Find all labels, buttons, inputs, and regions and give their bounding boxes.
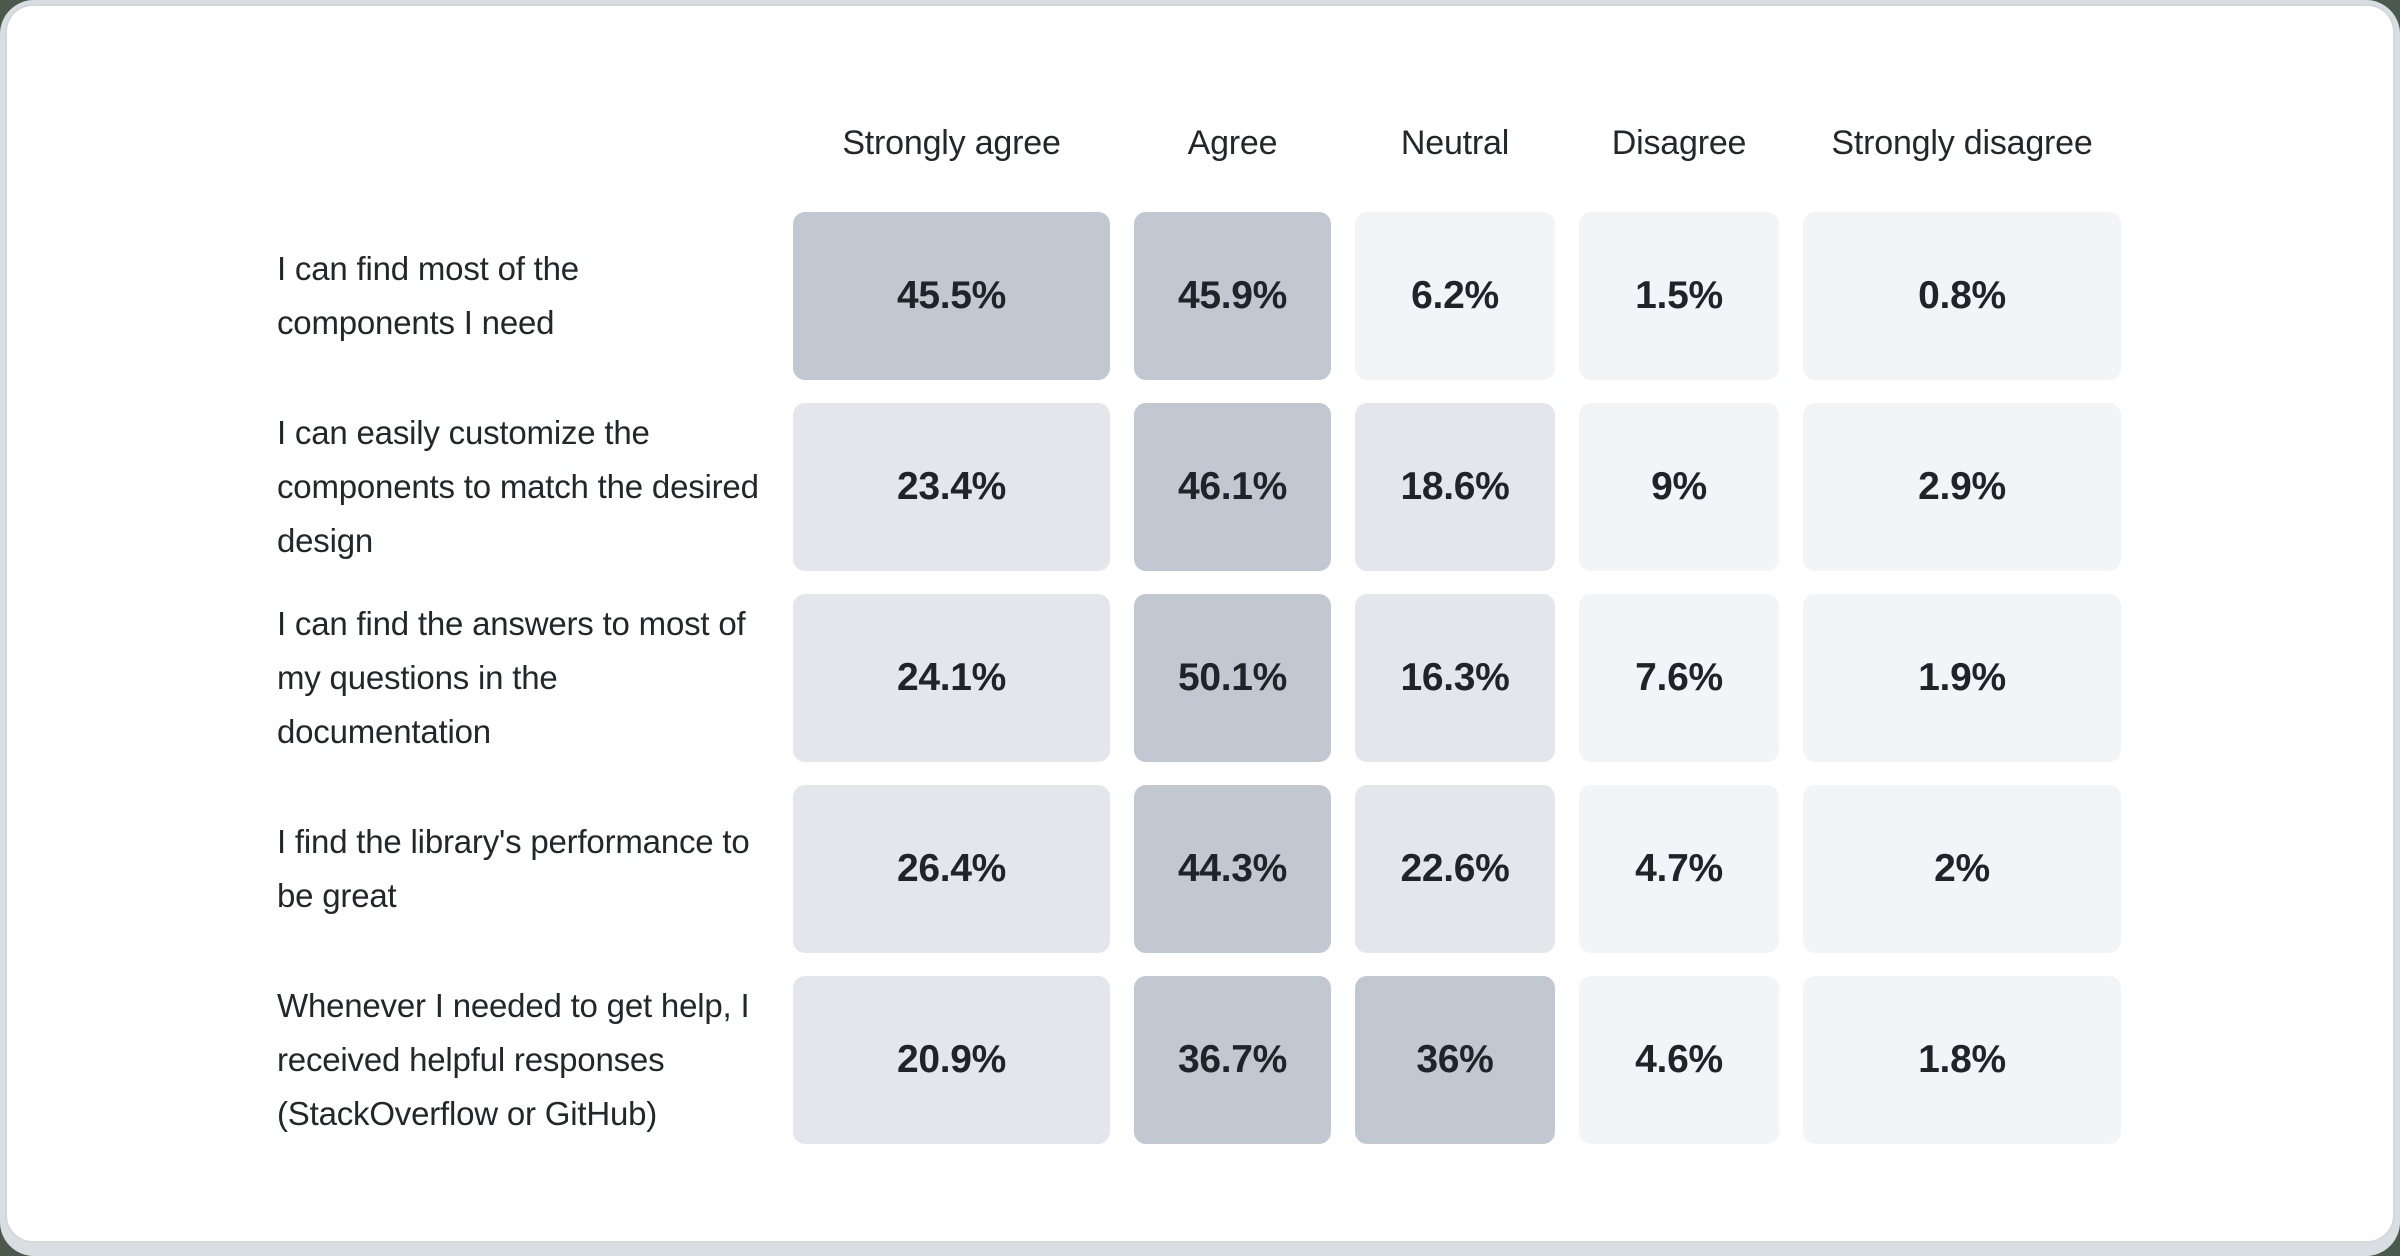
heatmap-cell: 36%: [1355, 976, 1555, 1144]
heatmap-cell: 0.8%: [1803, 212, 2121, 380]
heatmap-cell: 22.6%: [1355, 785, 1555, 953]
heatmap-cell: 16.3%: [1355, 594, 1555, 762]
row-label: I find the library's performance to be g…: [277, 823, 750, 914]
heatmap-cell: 4.6%: [1579, 976, 1779, 1144]
heatmap-cell: 9%: [1579, 403, 1779, 571]
row-label: I can easily customize the components to…: [277, 414, 759, 559]
heatmap-cell: 24.1%: [793, 594, 1110, 762]
heatmap-cell: 20.9%: [793, 976, 1110, 1144]
heatmap-cell: 18.6%: [1355, 403, 1555, 571]
heatmap-cell: 4.7%: [1579, 785, 1779, 953]
row-label: I can find the answers to most of my que…: [277, 605, 746, 750]
heatmap-cell: 1.8%: [1803, 976, 2121, 1144]
heatmap-cell: 45.5%: [793, 212, 1110, 380]
heatmap-cell: 1.9%: [1803, 594, 2121, 762]
heatmap-cell: 1.5%: [1579, 212, 1779, 380]
heatmap-cell: 46.1%: [1134, 403, 1331, 571]
heatmap-cell: 6.2%: [1355, 212, 1555, 380]
heatmap-cell: 26.4%: [793, 785, 1110, 953]
heatmap-cell: 2%: [1803, 785, 2121, 953]
heatmap-cell: 44.3%: [1134, 785, 1331, 953]
survey-card: Strongly agree Agree Neutral Disagree Strong…: [5, 4, 2395, 1243]
heatmap-cell: 2.9%: [1803, 403, 2121, 571]
row-label: I can find most of the components I need: [277, 250, 579, 341]
column-header: Disagree: [1611, 124, 1747, 162]
column-header: Strongly disagree: [1831, 124, 2093, 162]
heatmap-cell: 7.6%: [1579, 594, 1779, 762]
column-header: Strongly agree: [842, 124, 1061, 162]
row-label: Whenever I needed to get help, I receive…: [277, 987, 750, 1132]
heatmap-cell: 23.4%: [793, 403, 1110, 571]
column-header: Neutral: [1400, 124, 1510, 162]
heatmap-corner-spacer: [277, 98, 769, 189]
heatmap-cell: 36.7%: [1134, 976, 1331, 1144]
heatmap-cell: 45.9%: [1134, 212, 1331, 380]
heatmap-cell: 50.1%: [1134, 594, 1331, 762]
column-header: Agree: [1187, 124, 1278, 162]
likert-heatmap: Strongly agree Agree Neutral Disagree Strong…: [277, 98, 2121, 1144]
